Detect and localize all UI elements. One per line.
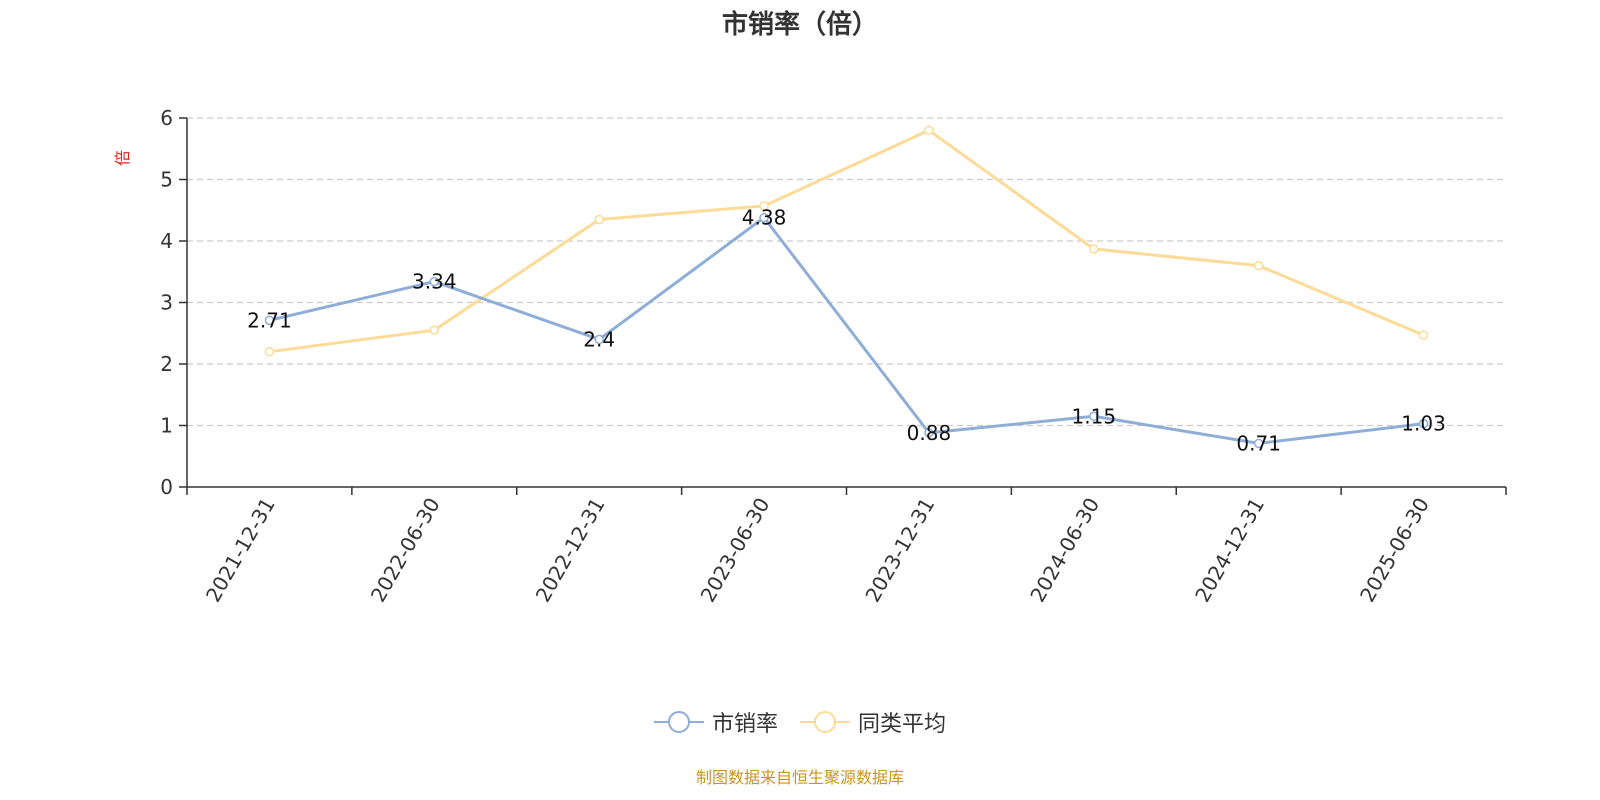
y-axis-label: 倍 <box>113 150 132 166</box>
series-line <box>269 128 1425 354</box>
legend-marker <box>814 711 836 733</box>
data-point <box>759 212 769 223</box>
data-point <box>264 346 275 357</box>
legend-marker <box>667 711 690 733</box>
series-line <box>269 216 1424 445</box>
data-point <box>759 201 769 211</box>
x-tick-label: 2024-06-30 <box>1025 494 1104 607</box>
axes: 0 1 2 3 4 5 6 2021-12-31 2022-06-30 2022-12-31 202… <box>160 106 1507 607</box>
y-tick-label: 2 <box>160 352 173 376</box>
x-tick-label: 2025-06-30 <box>1355 494 1434 607</box>
x-tick-label: 2023-12-31 <box>860 494 939 607</box>
data-point <box>1418 418 1429 429</box>
legend: 市销率 同类平均 <box>0 706 1600 738</box>
legend-label: 市销率 <box>711 712 778 737</box>
data-point <box>924 125 934 136</box>
y-tick-label: 1 <box>160 414 173 438</box>
data-point <box>594 334 604 345</box>
data-point <box>924 428 934 438</box>
data-label: 3.34 <box>412 270 457 294</box>
data-point <box>1089 411 1099 422</box>
x-tick-label: 2022-12-31 <box>531 494 610 607</box>
series-layer <box>264 125 1429 449</box>
data-point <box>594 214 604 225</box>
y-tick-label: 3 <box>160 291 173 315</box>
x-tick-label: 2024-12-31 <box>1190 494 1269 607</box>
data-point <box>429 325 440 335</box>
y-tick-label: 5 <box>160 168 173 192</box>
legend-line-circle-icon <box>800 711 850 733</box>
chart-title: 市销率（倍） <box>721 10 878 40</box>
data-point <box>1089 244 1099 254</box>
data-label: 0.71 <box>1236 431 1281 455</box>
grid-lines <box>187 117 1506 427</box>
legend-item[interactable]: 同类平均 <box>800 706 946 738</box>
legend-item[interactable]: 市销率 <box>653 706 778 738</box>
legend-line-circle-icon <box>653 711 704 733</box>
data-point <box>1418 330 1429 340</box>
data-label: 4.38 <box>742 206 787 230</box>
data-point <box>1253 260 1264 271</box>
data-label: 1.15 <box>1072 404 1117 428</box>
x-tick-label: 2022-06-30 <box>366 494 445 607</box>
x-tick-label: 2021-12-31 <box>201 494 280 607</box>
data-point <box>1253 438 1264 449</box>
legend-label: 同类平均 <box>858 712 947 737</box>
data-labels: 2.71 3.34 2.4 4.38 0.88 1.15 0.71 1.03 <box>247 206 1446 456</box>
data-label: 0.88 <box>907 421 952 445</box>
data-point <box>264 315 275 326</box>
y-tick-label: 6 <box>160 106 173 130</box>
data-label: 2.71 <box>247 308 292 332</box>
data-point <box>429 276 440 287</box>
y-tick-label: 4 <box>160 229 173 253</box>
x-tick-label: 2023-06-30 <box>695 494 774 607</box>
y-tick-label: 0 <box>160 475 173 499</box>
data-label: 1.03 <box>1401 412 1446 436</box>
data-label: 2.4 <box>583 327 615 351</box>
source-note: 制图数据来自恒生聚源数据库 <box>695 768 904 787</box>
